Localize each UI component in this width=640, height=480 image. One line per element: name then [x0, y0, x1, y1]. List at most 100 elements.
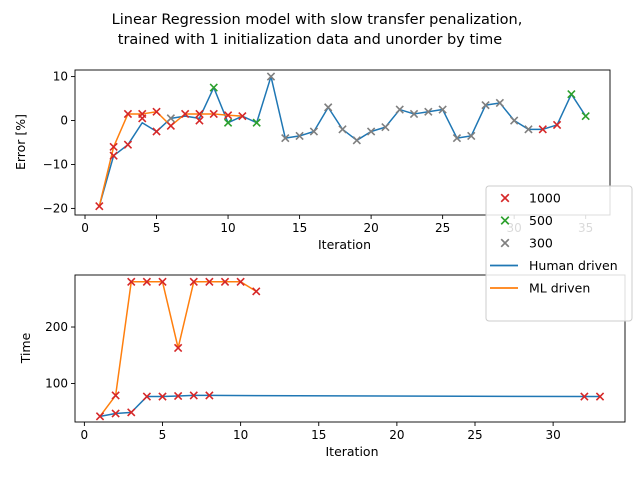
- error-marker-1000-12: [195, 116, 204, 125]
- error-marker-300-1: [266, 72, 276, 81]
- error-marker-300-8: [366, 127, 376, 136]
- error-marker-1000-2: [109, 142, 118, 152]
- error-marker-300-12: [424, 107, 433, 116]
- error-marker-1000-9: [166, 121, 176, 130]
- error-ytick-label: −10: [43, 157, 68, 171]
- error-marker-300-0: [166, 114, 176, 123]
- legend-label: ML driven: [529, 281, 590, 296]
- time-marker-1000-3: [127, 408, 136, 417]
- error-ytick-label: 0: [60, 114, 68, 128]
- legend-label: 300: [529, 236, 553, 251]
- error-x-axis-label: Iteration: [318, 237, 371, 252]
- error-marker-300-2: [281, 133, 290, 143]
- error-marker-1000-3: [123, 140, 133, 149]
- chart-title-line2: trained with 1 initialization data and u…: [118, 32, 503, 48]
- error-marker-500-2: [252, 118, 261, 127]
- error-marker-500-3: [567, 90, 576, 99]
- legend-label: 1000: [529, 191, 561, 206]
- error-marker-300-9: [381, 122, 390, 132]
- legend-label: 500: [529, 213, 553, 228]
- legend-marker-300: [500, 238, 510, 248]
- error-marker-300-6: [338, 125, 347, 134]
- time-marker-1000-5: [142, 392, 152, 401]
- time-marker-1000-7: [158, 392, 167, 401]
- error-marker-300-15: [467, 131, 476, 141]
- time-marker-1000-13: [205, 391, 214, 400]
- time-marker-1000-1: [111, 409, 120, 418]
- time-marker-1000-12: [189, 277, 198, 286]
- time-marker-1000-9: [173, 391, 183, 401]
- error-marker-300-5: [324, 103, 333, 112]
- time-ytick-label: 200: [45, 320, 68, 334]
- legend-box: [485, 185, 633, 322]
- error-marker-300-14: [452, 133, 462, 143]
- time-xtick-label: 25: [467, 428, 482, 442]
- legend-marker-500: [500, 216, 510, 225]
- time-xtick-label: 30: [545, 428, 560, 442]
- error-marker-500-1: [223, 118, 233, 127]
- error-marker-500-4: [581, 111, 590, 121]
- time-y-axis-label: Time: [18, 332, 33, 364]
- error-axes-frame: [74, 69, 611, 216]
- time-marker-1000-2: [111, 391, 120, 400]
- error-marker-1000-13: [209, 109, 218, 119]
- error-marker-1000-7: [152, 127, 161, 136]
- time-axes-frame: [74, 274, 626, 423]
- error-ytick-label: 10: [53, 70, 68, 84]
- time-marker-1000-6: [142, 277, 152, 286]
- error-marker-1000-8: [152, 107, 161, 116]
- error-marker-300-13: [438, 105, 447, 114]
- time-x-axis-label: Iteration: [325, 444, 378, 459]
- error-marker-300-4: [309, 127, 319, 136]
- time-ytick-label: 100: [45, 377, 68, 391]
- chart-title-line1: Linear Regression model with slow transf…: [112, 12, 523, 28]
- error-marker-1000-10: [180, 109, 190, 119]
- error-marker-300-7: [352, 136, 361, 145]
- time-marker-1000-14: [205, 277, 214, 286]
- error-marker-300-17: [495, 98, 505, 108]
- time-xtick-label: 5: [159, 428, 167, 442]
- time-xtick-label: 15: [311, 428, 326, 442]
- error-marker-500-0: [209, 83, 218, 92]
- error-xtick-label: 5: [153, 221, 161, 235]
- error-xtick-label: 0: [81, 221, 89, 235]
- error-marker-1000-11: [195, 109, 204, 119]
- error-marker-1000-6: [138, 114, 147, 123]
- time-marker-1000-11: [189, 391, 198, 400]
- time-series-human-driven-line: [99, 394, 600, 418]
- error-marker-300-18: [509, 116, 519, 125]
- time-xtick-label: 20: [389, 428, 404, 442]
- time-marker-1000-18: [580, 392, 589, 401]
- time-xtick-label: 0: [81, 428, 89, 442]
- time-xtick-label: 10: [233, 428, 248, 442]
- error-marker-300-16: [481, 100, 490, 110]
- error-marker-300-10: [395, 105, 404, 114]
- error-marker-300-19: [524, 125, 533, 134]
- error-marker-1000-17: [552, 120, 562, 130]
- error-marker-1000-14: [223, 111, 233, 120]
- error-xtick-label: 25: [435, 221, 450, 235]
- error-marker-300-3: [295, 131, 304, 141]
- time-marker-1000-19: [595, 392, 605, 401]
- legend-label: Human driven: [529, 258, 618, 273]
- error-ytick-label: −20: [43, 201, 68, 215]
- time-marker-1000-0: [95, 412, 105, 421]
- legend-marker-1000: [500, 193, 510, 203]
- error-marker-300-11: [409, 109, 419, 119]
- time-panel: 0 5 10 15 20 25 30 100 200 Iteration Time: [18, 274, 626, 459]
- time-marker-1000-4: [127, 277, 136, 286]
- error-marker-1000-15: [238, 111, 247, 121]
- time-marker-1000-15: [220, 277, 230, 286]
- time-marker-1000-10: [173, 343, 183, 353]
- error-xtick-label: 10: [220, 221, 235, 235]
- error-xtick-label: 20: [363, 221, 378, 235]
- error-y-axis-label: Error [%]: [13, 114, 28, 170]
- error-marker-1000-1: [109, 151, 118, 160]
- error-marker-1000-4: [123, 109, 133, 119]
- time-marker-1000-8: [158, 277, 167, 286]
- time-marker-1000-16: [236, 277, 245, 286]
- error-xtick-label: 15: [292, 221, 307, 235]
- time-marker-1000-17: [252, 287, 261, 296]
